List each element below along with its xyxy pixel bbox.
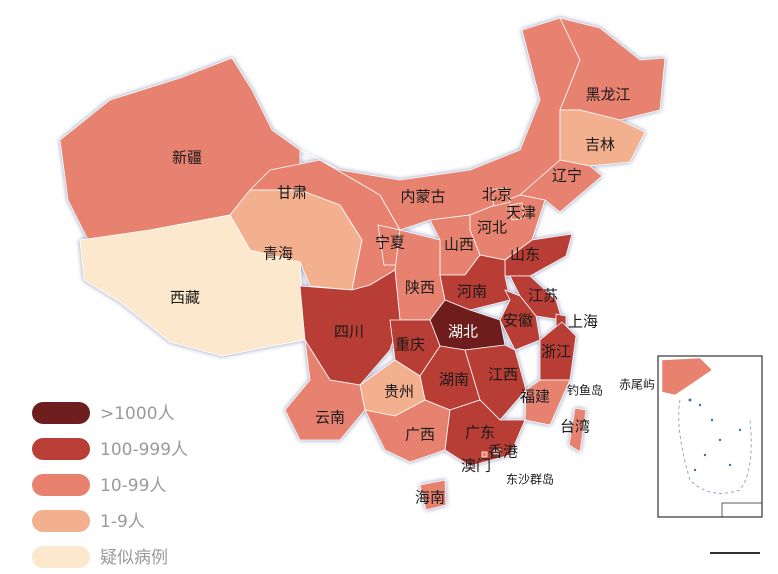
province-label: 山东	[510, 246, 540, 264]
legend-swatch	[32, 546, 90, 568]
province-layer	[59, 17, 666, 511]
province-label: 四川	[334, 323, 364, 341]
province-label: 香港	[488, 443, 518, 461]
island-label: 赤尾屿	[619, 378, 655, 392]
province-label: 广西	[405, 426, 435, 444]
legend-label: 1-9人	[100, 512, 145, 532]
inset-boundary	[678, 399, 752, 494]
province	[481, 451, 488, 458]
province	[419, 479, 447, 511]
province-label: 湖南	[439, 371, 469, 389]
province-label: 山西	[444, 236, 474, 254]
province	[493, 447, 501, 455]
province	[489, 187, 511, 207]
province-label: 河北	[477, 219, 507, 237]
province	[499, 289, 541, 351]
province-label: 河南	[457, 283, 487, 301]
province	[539, 321, 577, 381]
province-label: 江苏	[528, 287, 558, 305]
island-label: 钓鱼岛	[567, 383, 603, 398]
province-label: 澳门	[461, 457, 491, 475]
inset-coast	[661, 357, 713, 396]
province-label: 甘肃	[277, 184, 307, 202]
province-label: 广东	[465, 424, 495, 442]
province-label: 黑龙江	[585, 86, 630, 104]
province-label: 安徽	[503, 312, 533, 330]
province	[524, 379, 571, 426]
legend-swatch	[32, 402, 90, 424]
legend-label: 10-99人	[100, 476, 166, 496]
province-label: 江西	[488, 366, 518, 384]
province	[284, 339, 366, 441]
province	[568, 407, 587, 453]
island-label: 东沙群岛	[506, 472, 554, 487]
province-label: 吉林	[585, 136, 615, 154]
province-label: 重庆	[395, 336, 425, 354]
province-label: 西藏	[170, 289, 200, 307]
province-label: 辽宁	[552, 167, 582, 185]
province-label: 上海	[568, 313, 598, 331]
inset-caption-box	[721, 502, 763, 518]
legend-label: 100-999人	[100, 440, 188, 460]
province-label: 浙江	[541, 343, 571, 361]
province-label: 天津	[506, 204, 536, 222]
legend-label: >1000人	[100, 404, 175, 424]
province-label: 台湾	[560, 418, 590, 436]
province	[444, 399, 526, 467]
province-label: 新疆	[172, 149, 202, 167]
province	[559, 17, 666, 121]
inset-islands	[688, 398, 742, 472]
province-label: 福建	[520, 388, 550, 406]
province-label: 陕西	[405, 279, 435, 297]
province	[79, 214, 306, 357]
legend-swatch	[32, 510, 90, 532]
province-label: 宁夏	[375, 234, 405, 252]
legend-label: 疑似病例	[100, 548, 168, 568]
legend-swatch	[32, 474, 90, 496]
legend-swatch	[32, 438, 90, 460]
province-label: 青海	[263, 245, 293, 263]
province-label: 北京	[482, 186, 512, 204]
province-label: 湖北	[448, 323, 478, 341]
province-label: 云南	[315, 409, 345, 427]
province-label: 内蒙古	[400, 188, 445, 206]
province-label: 贵州	[384, 383, 414, 401]
province	[509, 202, 525, 221]
province-label: 海南	[415, 489, 445, 507]
